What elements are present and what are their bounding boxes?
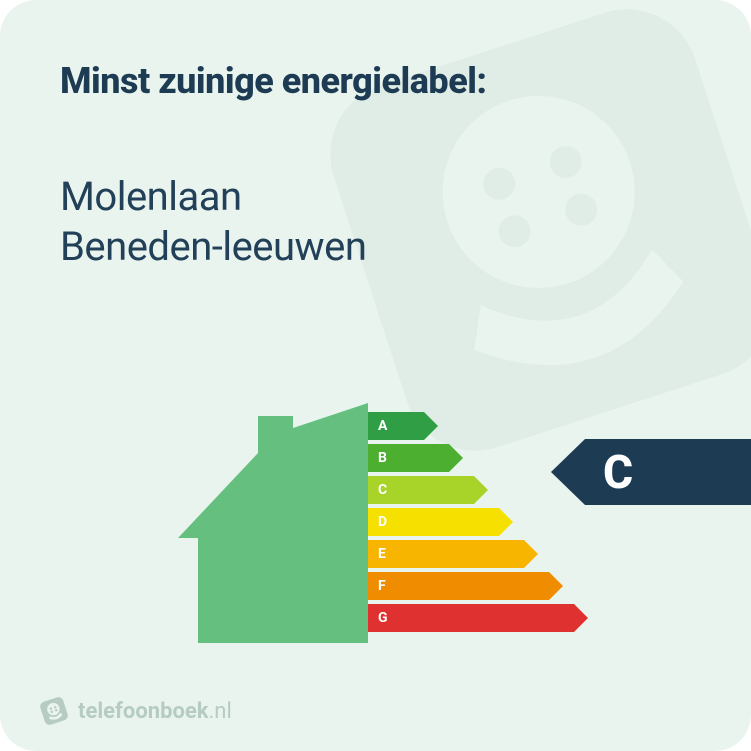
- energy-indicator: C: [551, 439, 751, 505]
- bar-label: B: [378, 450, 387, 466]
- page-title: Minst zuinige energielabel:: [60, 60, 691, 102]
- bar-label: E: [378, 546, 386, 562]
- bar-label: C: [378, 482, 387, 498]
- brand-text: telefoonboek.nl: [78, 699, 232, 724]
- bar-shape: [368, 540, 538, 568]
- bar-label: G: [378, 610, 388, 626]
- footer-brand: telefoonboek.nl: [40, 697, 232, 725]
- energy-bar-c: C: [368, 476, 488, 504]
- bar-shape: [368, 508, 513, 536]
- energy-bar-b: B: [368, 444, 463, 472]
- energy-chart: ABCDEFG C: [0, 398, 751, 648]
- card: Minst zuinige energielabel: Molenlaan Be…: [0, 0, 751, 751]
- bar-shape: [368, 572, 563, 600]
- brand-strong: telefoonboek: [78, 699, 209, 724]
- indicator-letter: C: [603, 446, 634, 500]
- bar-label: F: [378, 578, 386, 594]
- bar-label: D: [378, 514, 387, 530]
- house-icon: [158, 398, 378, 648]
- bar-shape: [368, 604, 588, 632]
- brand-tld: .nl: [209, 699, 232, 724]
- subtitle-line1: Molenlaan: [60, 172, 691, 222]
- energy-bar-f: F: [368, 572, 563, 600]
- energy-bar-a: A: [368, 412, 438, 440]
- location-subtitle: Molenlaan Beneden-leeuwen: [60, 172, 691, 272]
- energy-bar-g: G: [368, 604, 588, 632]
- brand-phone-icon: [40, 697, 68, 725]
- energy-bar-e: E: [368, 540, 538, 568]
- subtitle-line2: Beneden-leeuwen: [60, 222, 691, 272]
- energy-bar-d: D: [368, 508, 513, 536]
- bar-label: A: [378, 418, 387, 434]
